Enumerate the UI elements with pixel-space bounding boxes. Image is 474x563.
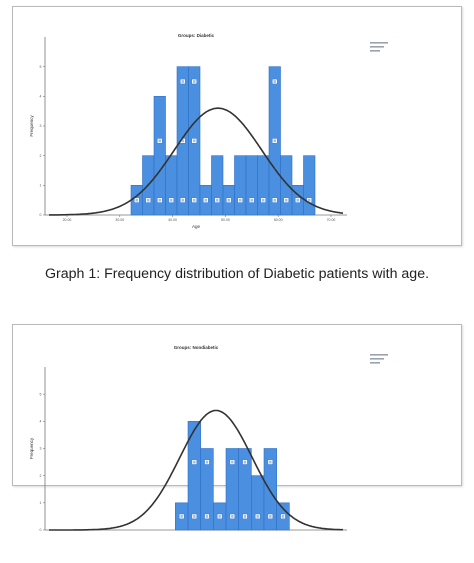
bar-count-glyph (205, 460, 209, 464)
bar-count-glyph (180, 515, 183, 518)
bar-count-glyph (193, 515, 196, 518)
bar-count-glyph (218, 515, 221, 518)
histogram-bar (251, 475, 265, 531)
bar-count-glyph (273, 80, 276, 83)
y-tick-label: 2 (40, 474, 42, 478)
bar-count-glyph (205, 515, 209, 518)
bar-count-glyph (158, 198, 161, 202)
y-tick-label: 0 (40, 528, 42, 532)
stats-line (370, 362, 380, 364)
y-tick-label: 3 (40, 447, 42, 451)
histogram-bar (211, 155, 224, 216)
stats-line (370, 42, 388, 44)
stats-legend-box (370, 354, 388, 364)
bar-count-glyph (204, 198, 207, 202)
histogram-bar (303, 155, 316, 216)
stats-line (370, 354, 388, 356)
x-tick-label: 70.00 (327, 218, 336, 222)
bar-count-glyph (170, 198, 173, 202)
histogram-bar (153, 96, 166, 216)
y-tick-label: 4 (40, 420, 42, 424)
bar-count-glyph (281, 515, 285, 518)
y-axis-label: Frequency (29, 437, 34, 459)
histogram-bar (234, 155, 247, 216)
bar-count-glyph (308, 198, 311, 202)
bar-count-glyph (269, 460, 272, 464)
bar-count-glyph (193, 198, 196, 202)
x-tick-label: 20.00 (63, 218, 72, 222)
bar-count-glyph (243, 460, 247, 464)
bar-count-glyph (262, 198, 265, 202)
bar-count-glyph (256, 515, 259, 518)
bar-count-glyph (239, 198, 242, 202)
stats-line (370, 46, 384, 48)
bar-count-glyph (231, 515, 234, 518)
bar-count-glyph (193, 139, 196, 143)
chart-panel-nondiabetic: Groups: Nondiabetic 0 1 2 3 4 5 Frequency (12, 324, 462, 532)
histogram-bar (280, 155, 293, 216)
chart-title: Groups: Diabetic (178, 33, 215, 38)
y-tick-label: 1 (40, 184, 42, 188)
bar-count-glyph (296, 198, 299, 202)
chart-nondiabetic: Groups: Nondiabetic 0 1 2 3 4 5 Frequency (29, 345, 388, 532)
x-tick-label: 30.00 (115, 218, 124, 222)
y-axis-label: Frequency (29, 115, 34, 137)
bar-count-glyph (250, 198, 253, 202)
bar-count-glyph (231, 460, 234, 464)
y-tick-label: 1 (40, 501, 42, 505)
stats-line (370, 50, 380, 52)
bar-count-glyph (193, 80, 196, 83)
y-tick-label: 0 (40, 213, 42, 217)
chart-title: Groups: Nondiabetic (174, 345, 219, 350)
chart-panel-diabetic: Groups: Diabetic 0 1 2 3 4 5 Frequency 20.00 30.0… (12, 6, 462, 246)
bar-count-glyph (269, 515, 272, 518)
graph-caption: Graph 1: Frequency distribution of Diabe… (44, 266, 430, 282)
stats-line (370, 358, 384, 360)
chart-diabetic: Groups: Diabetic 0 1 2 3 4 5 Frequency 20.00 30.0… (29, 33, 388, 229)
x-tick-label: 60.00 (274, 218, 283, 222)
bar-count-glyph (227, 198, 230, 202)
normal-curve (49, 107, 344, 216)
x-tick-label: 40.00 (168, 218, 177, 222)
bar-count-glyph (181, 80, 184, 83)
stats-legend-box (370, 42, 388, 52)
bar-count-glyph (243, 515, 247, 518)
histogram-bar (245, 155, 258, 216)
y-tick-label: 2 (40, 154, 42, 158)
bar-count-glyph (181, 139, 184, 143)
y-tick-label: 5 (40, 392, 42, 396)
x-tick-label: 50.00 (221, 218, 230, 222)
histogram-bar (257, 155, 270, 216)
bar-count-glyph (158, 139, 161, 143)
bar-count-glyph (147, 198, 150, 202)
bar-count-glyph (216, 198, 219, 202)
bar-count-glyph (193, 460, 196, 464)
y-tick-label: 3 (40, 124, 42, 128)
histogram-bar (165, 155, 178, 216)
x-axis-label: Age (192, 224, 201, 229)
bar-count-glyph (285, 198, 288, 202)
bar-count-glyph (273, 139, 276, 143)
bar-count-glyph (135, 198, 138, 202)
y-tick-label: 5 (40, 65, 42, 69)
bar-count-glyph (181, 198, 184, 202)
bar-count-glyph (273, 198, 276, 202)
y-tick-label: 4 (40, 95, 42, 99)
